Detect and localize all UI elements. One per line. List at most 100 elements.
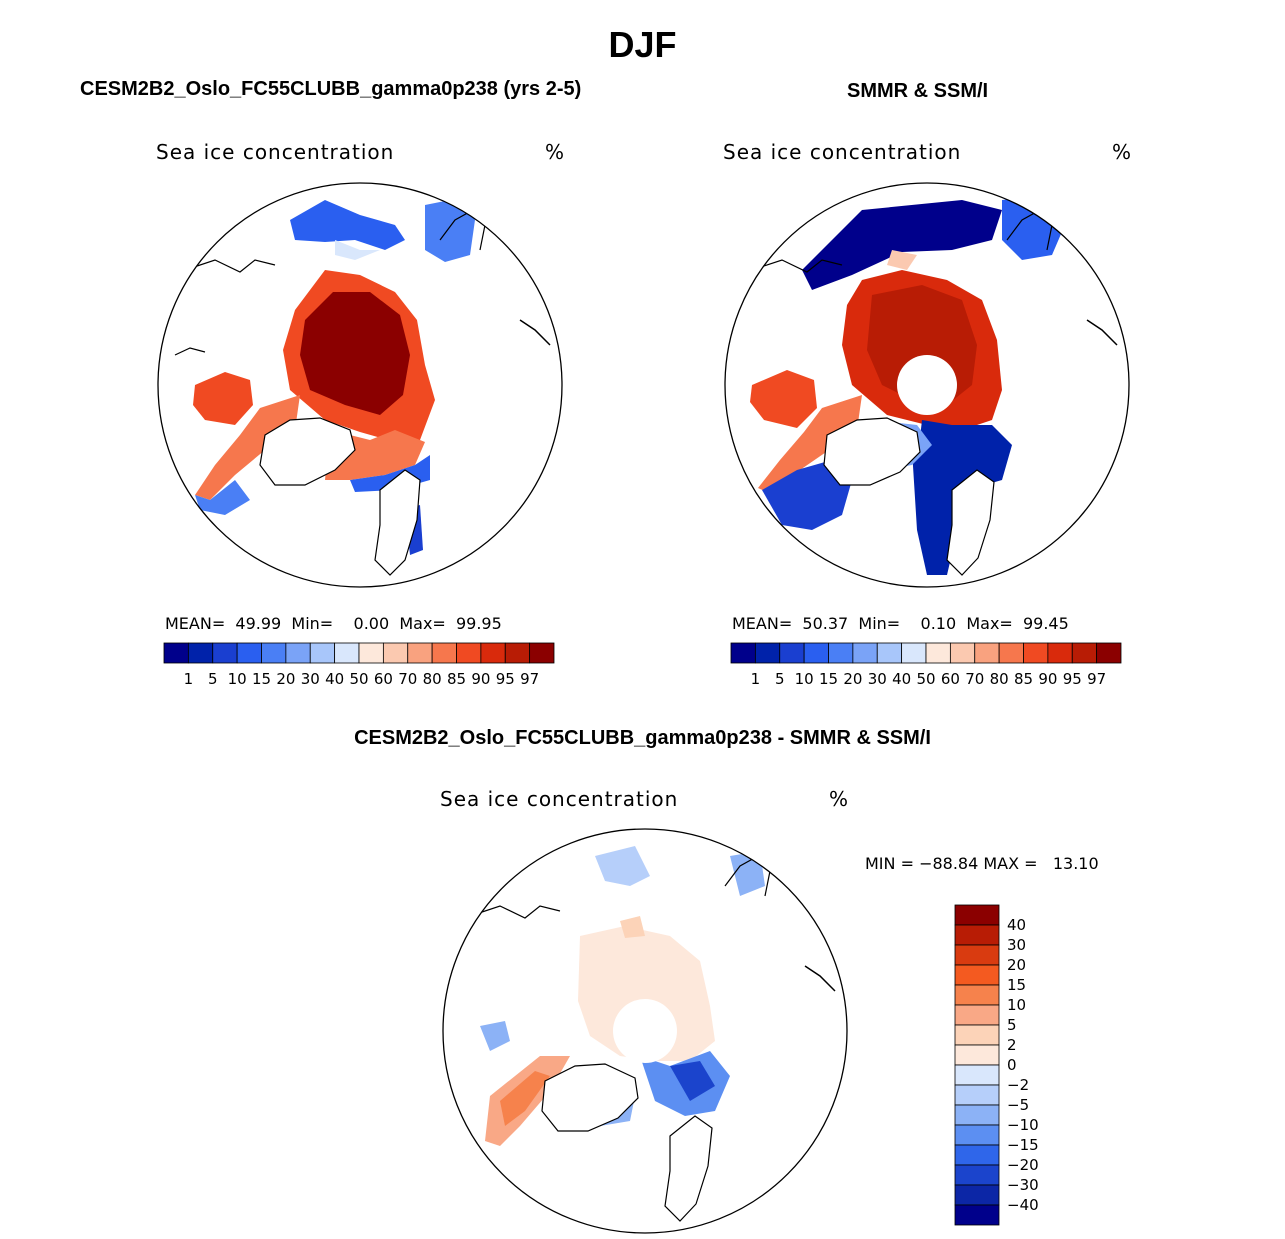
diff-panel-title: CESM2B2_Oslo_FC55CLUBB_gamma0p238 - SMMR… xyxy=(354,727,931,749)
panel2-min-label: Min= xyxy=(858,614,901,633)
panel2-stats: MEAN= 50.37 Min= 0.10 Max= 99.45 xyxy=(732,614,1069,633)
panel2-colorbar-swatch xyxy=(901,642,927,664)
panel2-colorbar-tick-label: 97 xyxy=(1087,670,1106,686)
panel2-mean-value: 50.37 xyxy=(802,614,849,633)
panel1-colorbar-swatch xyxy=(407,642,433,664)
panel2-colorbar-swatch xyxy=(730,642,756,664)
panel1-colorbar-tick-label: 95 xyxy=(496,670,515,686)
panel2-colorbar-tick-label: 50 xyxy=(916,670,935,686)
panel2-colorbar-swatch xyxy=(779,642,805,664)
diff-units-label: % xyxy=(829,787,849,811)
panel1-colorbar-swatch xyxy=(456,642,482,664)
diff-colorbar-swatch xyxy=(954,1124,1000,1146)
diff-colorbar-tick-label: 5 xyxy=(1007,1016,1017,1034)
panel1-colorbar-tick-label: 97 xyxy=(520,670,539,686)
panel2-title: SMMR & SSM/I xyxy=(847,80,989,102)
diff-variable-label: Sea ice concentration xyxy=(440,787,679,811)
panel2-variable-label: Sea ice concentration xyxy=(723,140,962,164)
diff-colorbar-tick-label: −40 xyxy=(1007,1196,1039,1214)
panel2-colorbar-tick-label: 70 xyxy=(965,670,984,686)
diff-colorbar-tick-label: −30 xyxy=(1007,1176,1039,1194)
panel2-colorbar-tick-label: 85 xyxy=(1014,670,1033,686)
panel1-min-value: 0.00 xyxy=(353,614,390,633)
panel2-colorbar-swatch xyxy=(1071,642,1098,664)
diff-colorbar-tick-label: −5 xyxy=(1007,1096,1029,1114)
panel2-colorbar-swatch xyxy=(925,642,951,664)
panel2-colorbar-swatch xyxy=(949,642,976,664)
panel1-colorbar-swatch xyxy=(285,642,311,664)
panel1-colorbar-swatch xyxy=(431,642,457,664)
panel1-colorbar-swatch xyxy=(187,642,214,664)
panel2-colorbar-tick-label: 30 xyxy=(868,670,887,686)
panel2-colorbar-swatch xyxy=(1047,642,1073,664)
panel2-colorbar-tick-label: 40 xyxy=(892,670,911,686)
diff-colorbar-swatch xyxy=(954,1024,1000,1046)
panel2-colorbar-swatch xyxy=(876,642,903,664)
panel2-colorbar: 1 5 10 15 20 30 40 50 60 70 80 85 90 95 97 xyxy=(730,642,1122,686)
panel2-colorbar-tick-label: 90 xyxy=(1038,670,1057,686)
diff-colorbar-swatch xyxy=(954,984,1000,1006)
panel1-colorbar-tick-label: 5 xyxy=(208,670,218,686)
panel2-colorbar-tick-label: 95 xyxy=(1063,670,1082,686)
panel1-colorbar-tick-label: 20 xyxy=(276,670,295,686)
panel1-variable-label: Sea ice concentration xyxy=(156,140,395,164)
diff-polar-map xyxy=(442,828,848,1234)
panel2-colorbar-tick-label: 15 xyxy=(819,670,838,686)
panel1-title: CESM2B2_Oslo_FC55CLUBB_gamma0p238 (yrs 2… xyxy=(80,78,582,100)
diff-colorbar-tick-label: −10 xyxy=(1007,1116,1039,1134)
panel1-colorbar-tick-label: 70 xyxy=(398,670,417,686)
diff-colorbar-swatch xyxy=(954,1204,1000,1226)
panel1-mean-value: 49.99 xyxy=(235,614,282,633)
panel1-colorbar-tick-label: 40 xyxy=(325,670,344,686)
panel1-colorbar-swatch xyxy=(236,642,262,664)
diff-colorbar-tick-label: −2 xyxy=(1007,1076,1029,1094)
diff-colorbar-swatch xyxy=(954,1144,1000,1166)
panel2-mean-label: MEAN= xyxy=(732,614,793,633)
panel1-colorbar-swatch xyxy=(480,642,506,664)
panel1-colorbar-swatch xyxy=(334,642,360,664)
panel1-colorbar-swatch xyxy=(382,642,409,664)
panel1-colorbar-tick-label: 90 xyxy=(471,670,490,686)
panel2-colorbar-swatch xyxy=(828,642,854,664)
diff-colorbar-tick-label: 40 xyxy=(1007,916,1026,934)
diff-colorbar-tick-label: −20 xyxy=(1007,1156,1039,1174)
diff-colorbar-swatch xyxy=(954,1004,1000,1026)
diff-colorbar-tick-label: 20 xyxy=(1007,956,1026,974)
panel1-colorbar-tick-label: 80 xyxy=(423,670,442,686)
panel1-min-label: Min= xyxy=(291,614,334,633)
panel2-colorbar-swatch xyxy=(754,642,781,664)
panel1-colorbar-swatch xyxy=(504,642,531,664)
diff-colorbar-swatch xyxy=(954,904,1000,926)
panel2-colorbar-tick-label: 10 xyxy=(795,670,814,686)
panel1-max-value: 99.95 xyxy=(455,614,502,633)
panel1-colorbar-swatch xyxy=(261,642,287,664)
panel1-colorbar-tick-label: 1 xyxy=(184,670,194,686)
panel2-polar-map xyxy=(724,182,1130,588)
diff-colorbar-tick-label: 0 xyxy=(1007,1056,1017,1074)
panel1-colorbar-swatch xyxy=(358,642,384,664)
panel2-colorbar-swatch xyxy=(1096,642,1122,664)
panel2-colorbar-tick-label: 80 xyxy=(990,670,1009,686)
panel1-colorbar-tick-label: 85 xyxy=(447,670,466,686)
panel2-colorbar-swatch xyxy=(852,642,878,664)
diff-colorbar-tick-label: 15 xyxy=(1007,976,1026,994)
diff-colorbar-tick-label: 2 xyxy=(1007,1036,1017,1054)
panel1-max-label: Max= xyxy=(399,614,446,633)
panel2-colorbar-tick-label: 5 xyxy=(775,670,785,686)
panel2-colorbar-tick-label: 20 xyxy=(843,670,862,686)
panel2-units-label: % xyxy=(1112,140,1132,164)
panel1-colorbar-tick-label: 30 xyxy=(301,670,320,686)
panel2-colorbar-swatch xyxy=(803,642,829,664)
panel1-polar-map xyxy=(157,182,563,588)
panel2-colorbar-swatch xyxy=(974,642,1000,664)
diff-colorbar-swatch xyxy=(954,1184,1000,1206)
diff-colorbar-swatch xyxy=(954,1104,1000,1126)
panel1-colorbar-tick-label: 50 xyxy=(349,670,368,686)
panel2-max-value: 99.45 xyxy=(1022,614,1069,633)
diff-colorbar-swatch xyxy=(954,924,1000,946)
diff-colorbar-tick-label: 30 xyxy=(1007,936,1026,954)
diff-colorbar-tick-label: 10 xyxy=(1007,996,1026,1014)
panel1-colorbar: 1 5 10 15 20 30 40 50 60 70 80 85 90 95 97 xyxy=(163,642,555,686)
diff-stats: MIN = −88.84 MAX = 13.10 xyxy=(865,854,1099,873)
